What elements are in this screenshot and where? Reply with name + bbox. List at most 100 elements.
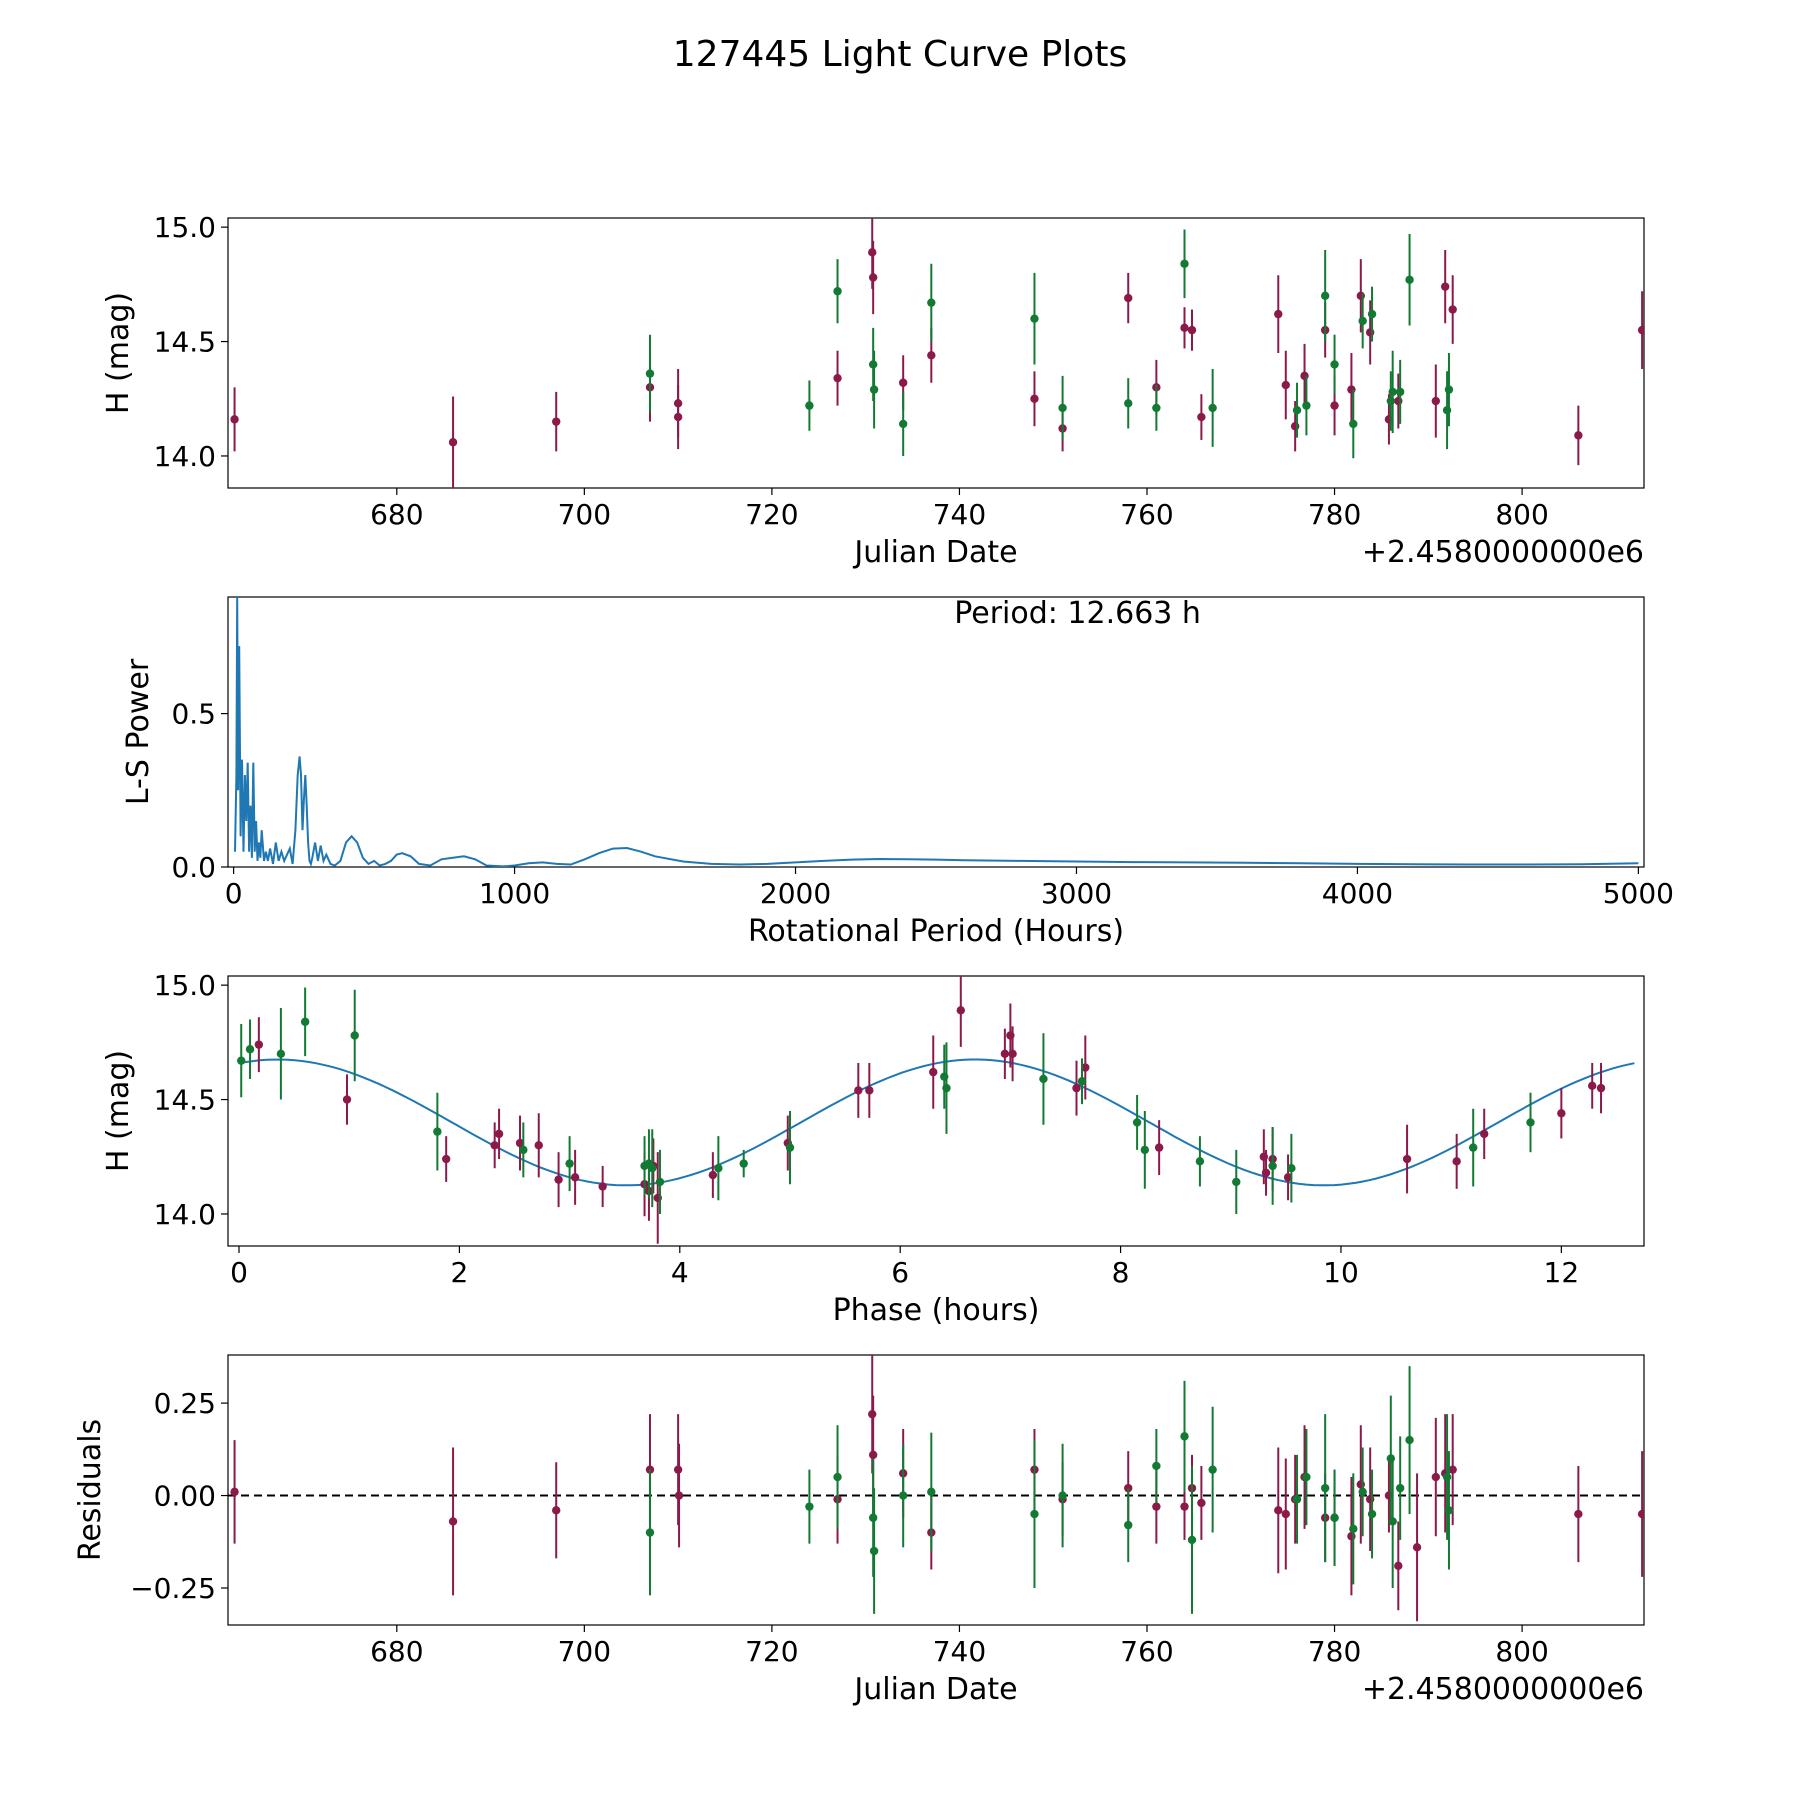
data-point-magenta — [570, 1173, 580, 1182]
figure-title: 127445 Light Curve Plots — [673, 34, 1127, 75]
data-point-green — [237, 1056, 246, 1065]
sinusoid-fit-line — [238, 1058, 1635, 1187]
data-point-magenta — [494, 1129, 504, 1139]
data-point-green — [1292, 1495, 1302, 1504]
data-point-magenta — [1356, 291, 1366, 300]
data-point-magenta — [230, 415, 239, 424]
data-point-green — [648, 1164, 657, 1173]
data-point-magenta — [708, 1170, 718, 1180]
data-point-green — [1320, 291, 1330, 300]
data-point-magenta — [673, 412, 683, 422]
data-point-green — [1444, 385, 1454, 394]
plot-area — [237, 976, 1635, 1244]
data-point-magenta — [1480, 1129, 1489, 1139]
data-point-magenta — [448, 438, 458, 447]
data-point-green — [1292, 406, 1302, 415]
data-point-magenta — [1072, 1083, 1081, 1093]
data-point-green — [927, 298, 936, 307]
y-axis-label: L-S Power — [121, 658, 156, 805]
y-axis-label: H (mag) — [101, 292, 136, 414]
data-point-green — [350, 1031, 359, 1040]
data-point-green — [869, 1546, 879, 1556]
x-offset-label: +2.4580000000e6 — [1362, 535, 1644, 570]
data-point-green — [1349, 1524, 1358, 1534]
y-axis-label: Residuals — [73, 1419, 108, 1561]
data-point-magenta — [865, 1086, 874, 1095]
data-point-green — [1152, 1461, 1161, 1471]
x-axis-label: Phase (hours) — [833, 1293, 1040, 1328]
data-point-magenta — [1574, 431, 1583, 440]
data-point-green — [1208, 1465, 1217, 1474]
y-tick-label: 15.0 — [154, 969, 216, 1002]
data-point-green — [1388, 387, 1397, 397]
x-tick-label: 4 — [671, 1256, 689, 1289]
data-point-green — [276, 1049, 286, 1058]
data-point-magenta — [1452, 1157, 1461, 1166]
x-tick-label: 6 — [891, 1256, 909, 1289]
data-point-green — [1367, 309, 1377, 319]
data-point-magenta — [1596, 1083, 1606, 1093]
data-point-magenta — [230, 1487, 239, 1497]
y-tick-label: 14.5 — [154, 326, 216, 359]
data-point-green — [1287, 1164, 1296, 1173]
data-point-green — [1180, 1432, 1189, 1441]
data-point-green — [1058, 403, 1067, 413]
data-point-magenta — [534, 1141, 543, 1150]
data-point-magenta — [674, 1491, 684, 1500]
data-point-magenta — [1274, 309, 1283, 319]
data-point-green — [1405, 275, 1414, 284]
y-tick-label: 14.5 — [154, 1084, 216, 1117]
data-point-magenta — [1356, 1480, 1366, 1489]
data-point-green — [785, 1143, 795, 1152]
data-point-magenta — [898, 378, 908, 387]
data-point-green — [927, 1487, 936, 1497]
data-point-magenta — [1637, 325, 1644, 335]
panel-phased-curve: 0 2 4 6 8 10 12 14.0 14.5 15.0 Phase (hours) H (mag… — [101, 969, 1645, 1328]
y-tick-label: −0.25 — [130, 1572, 216, 1605]
data-point-green — [1124, 1520, 1133, 1530]
x-tick-label: 760 — [1120, 1635, 1173, 1668]
data-point-green — [1349, 419, 1358, 429]
x-tick-label: 720 — [745, 1635, 798, 1668]
data-point-green — [1232, 1177, 1241, 1187]
data-point-magenta — [929, 1067, 938, 1077]
axes-frame — [227, 217, 1645, 489]
panel-residuals: 680 700 720 740 760 780 800 −0.25 0.00 0.25 Julian… — [73, 1354, 1645, 1707]
data-point-magenta — [1574, 1509, 1583, 1519]
data-point-green — [739, 1159, 748, 1168]
x-offset-label: +2.4580000000e6 — [1362, 1672, 1644, 1707]
data-point-magenta — [1180, 323, 1189, 333]
data-point-magenta — [554, 1175, 563, 1184]
data-point-magenta — [1588, 1081, 1597, 1091]
data-point-magenta — [1197, 1498, 1206, 1508]
data-point-magenta — [927, 351, 936, 360]
x-tick-label: 0 — [225, 877, 243, 910]
data-point-magenta — [1187, 325, 1197, 335]
data-point-magenta — [868, 1450, 878, 1460]
data-point-magenta — [868, 273, 878, 282]
data-point-magenta — [1402, 1154, 1412, 1164]
data-point-magenta — [1000, 1049, 1010, 1058]
data-point-magenta — [854, 1086, 863, 1095]
data-point-green — [942, 1083, 951, 1093]
data-point-green — [1195, 1157, 1205, 1166]
data-point-magenta — [1365, 1495, 1375, 1504]
data-point-green — [1388, 1517, 1397, 1526]
data-point-green — [655, 1177, 665, 1187]
x-tick-label: 2000 — [760, 877, 831, 910]
data-point-green — [1395, 387, 1405, 397]
data-point-green — [805, 401, 814, 410]
data-point-magenta — [1281, 380, 1290, 390]
data-point-magenta — [441, 1154, 451, 1164]
data-point-magenta — [254, 1040, 264, 1049]
data-point-green — [1330, 1513, 1339, 1522]
data-point-green — [1039, 1074, 1048, 1084]
data-point-green — [300, 1017, 310, 1026]
data-point-magenta — [1008, 1049, 1017, 1058]
y-tick-label: 14.0 — [154, 440, 216, 473]
data-point-magenta — [1412, 1543, 1422, 1552]
data-point-magenta — [1124, 293, 1133, 303]
data-point-green — [565, 1159, 574, 1168]
data-point-green — [1386, 1454, 1396, 1463]
plot-area — [234, 597, 1639, 867]
